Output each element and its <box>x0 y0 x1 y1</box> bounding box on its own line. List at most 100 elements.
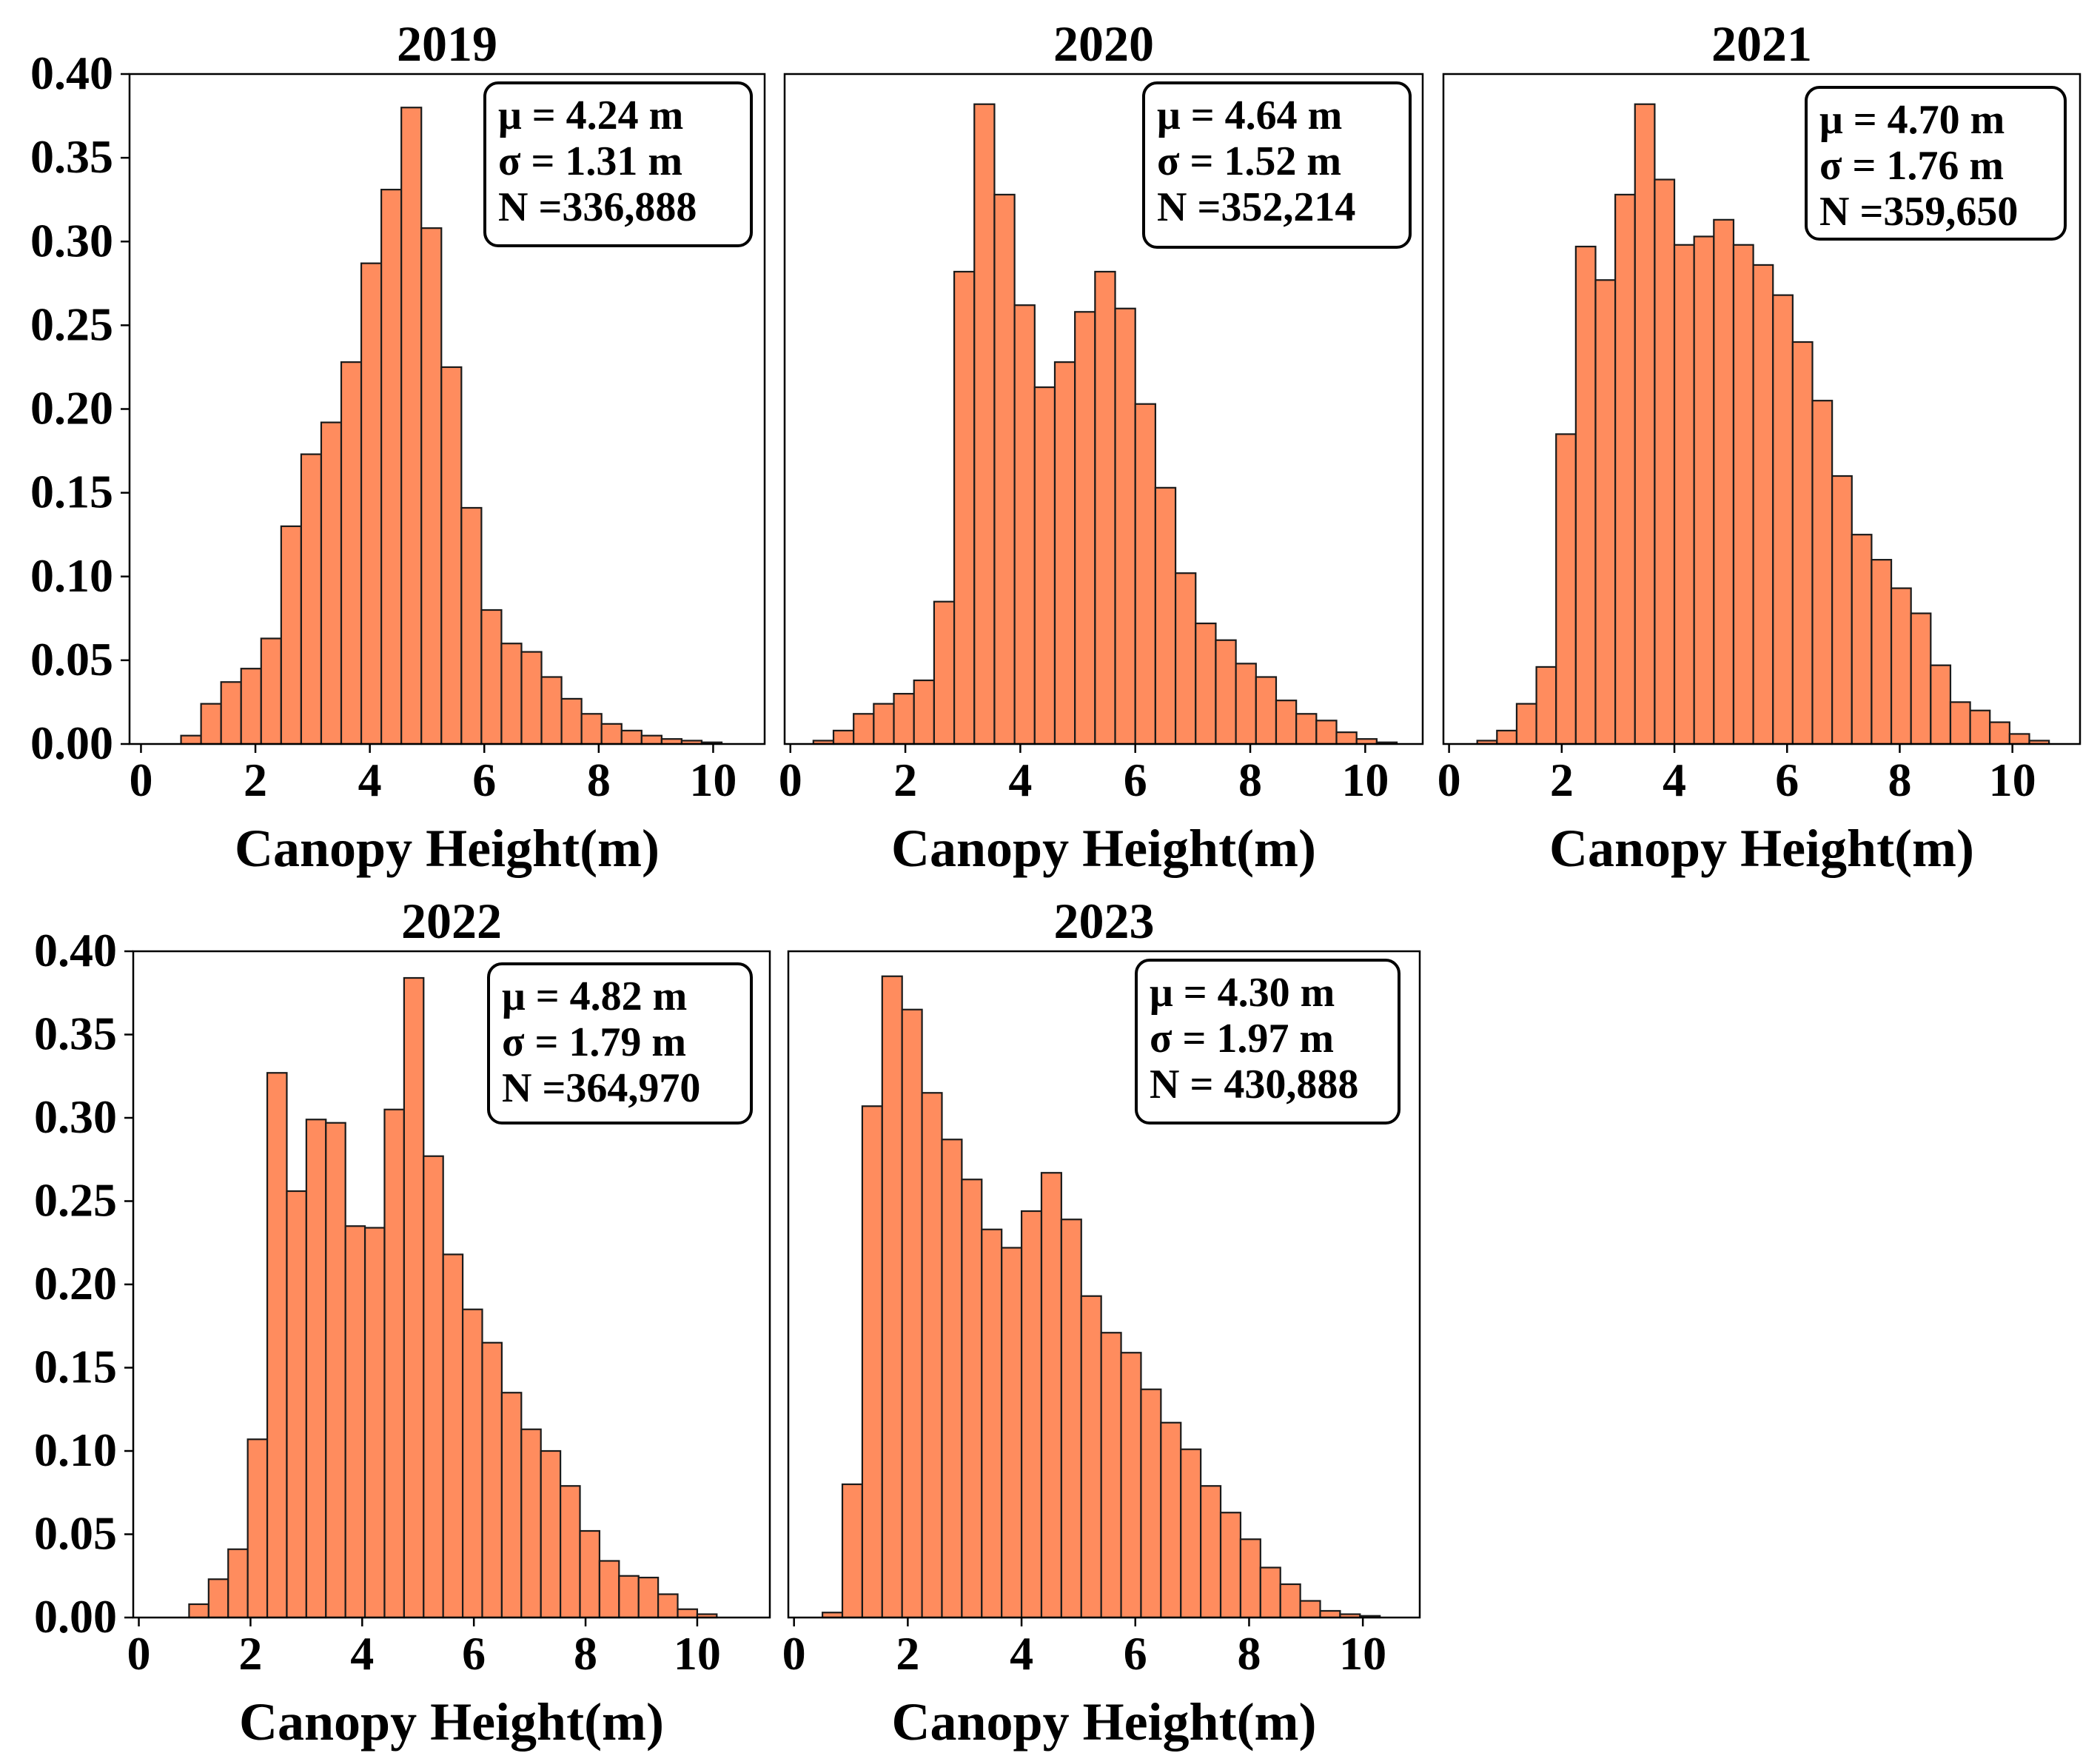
histogram-bar <box>953 270 976 745</box>
panel-2022: 2022 0 2 4 6 8 10 0.00 0.05 0.10 0.15 0.20 0.25 0.30 0… <box>34 893 771 1752</box>
histogram-bar <box>207 1578 229 1619</box>
histogram-bar <box>1020 1210 1043 1619</box>
stat-sd: σ = 1.97 m <box>1150 1016 1334 1062</box>
histogram-bar <box>560 1485 581 1619</box>
histogram-bar <box>300 453 323 745</box>
x-tick-label: 10 <box>689 754 737 806</box>
panel-2023: 2023 0 2 4 6 8 10 Canopy Height(m) μ = 4.30 mσ =… <box>782 893 1421 1752</box>
stat-mean: μ = 4.82 m <box>502 973 687 1019</box>
histogram-bar <box>600 723 623 745</box>
histogram-bar <box>993 193 1016 745</box>
histogram-bar <box>246 1438 269 1619</box>
histogram-bar <box>1910 612 1932 745</box>
x-tick-label: 0 <box>779 754 802 806</box>
histogram-bar <box>440 366 463 745</box>
histogram-bar <box>1180 1448 1202 1619</box>
histogram-bar <box>480 609 503 745</box>
histogram-bar <box>1154 486 1177 745</box>
histogram-bar <box>400 107 423 745</box>
y-tick-label: 0.05 <box>30 633 113 686</box>
x-axis-label: Canopy Height(m) <box>235 819 660 878</box>
histogram-bar <box>1295 713 1318 745</box>
x-tick-label: 4 <box>1008 754 1032 806</box>
stat-mean: μ = 4.64 m <box>1157 93 1342 138</box>
histogram-bar <box>260 637 282 745</box>
histogram-bar <box>320 421 343 745</box>
histogram-bar <box>1535 666 1557 745</box>
y-tick-label: 0.05 <box>34 1507 117 1560</box>
histogram-bar <box>500 1392 523 1619</box>
histogram-bar <box>1515 703 1537 745</box>
x-tick-label: 2 <box>893 754 917 806</box>
histogram-bar <box>1555 433 1577 745</box>
histogram-bar <box>941 1139 963 1619</box>
histogram-bar <box>1174 572 1197 745</box>
histogram-bar <box>1693 235 1715 745</box>
histogram-bar <box>1279 1583 1301 1619</box>
stats-box <box>1805 86 2067 241</box>
x-tick-label: 10 <box>674 1627 721 1680</box>
x-tick-label: 2 <box>896 1627 919 1680</box>
histogram-bar <box>460 506 483 745</box>
histogram-bar <box>1040 1172 1062 1619</box>
y-tick-label: 0.30 <box>30 214 113 267</box>
histogram-bar <box>881 975 903 1619</box>
y-tick-label: 0.20 <box>34 1257 117 1310</box>
panel-2021: 2021 0 2 4 6 8 10 Canopy Height(m) μ = 4.70 mσ =… <box>1438 16 2081 878</box>
x-axis-label: Canopy Height(m) <box>891 819 1316 878</box>
histogram-bar <box>360 262 383 745</box>
stat-n: N =359,650 <box>1819 189 2018 235</box>
histogram-bar <box>620 729 643 745</box>
y-tick-label: 0.10 <box>34 1424 117 1476</box>
histogram-bar <box>841 1483 864 1619</box>
x-tick-label: 0 <box>1438 754 1461 806</box>
histogram-bar <box>1001 1247 1023 1619</box>
stats-box <box>1135 959 1400 1124</box>
panel-title: 2021 <box>1711 16 1812 72</box>
histogram-bar <box>1140 1388 1162 1619</box>
histogram-bar <box>1614 193 1636 745</box>
panel-title: 2023 <box>1054 893 1155 949</box>
x-tick-label: 10 <box>1989 754 2036 806</box>
histogram-bar <box>677 1608 699 1619</box>
y-tick-label: 0.25 <box>34 1174 117 1227</box>
histogram-bar <box>832 729 855 745</box>
histogram-bar <box>861 1105 883 1619</box>
histogram-bar <box>873 703 895 745</box>
y-tick-label: 0.40 <box>34 924 117 976</box>
histogram-bar <box>442 1253 464 1619</box>
histogram-bar <box>383 1108 405 1619</box>
histogram-bar <box>853 713 875 745</box>
histogram-bar <box>1114 307 1136 745</box>
y-tick-label: 0.40 <box>30 47 113 99</box>
panel-title: 2020 <box>1053 16 1154 72</box>
x-tick-label: 2 <box>238 1627 262 1680</box>
plot-frame <box>783 73 1424 745</box>
histogram-bar <box>598 1560 620 1619</box>
histogram-bar <box>1259 1566 1281 1619</box>
histogram-bar <box>1200 1485 1222 1619</box>
histogram-bar <box>618 1575 640 1619</box>
x-tick-label: 0 <box>129 754 152 806</box>
histogram-bar <box>286 1190 307 1619</box>
x-axis-label: Canopy Height(m) <box>239 1692 664 1752</box>
histogram-bar <box>1100 1332 1122 1619</box>
histogram-bar <box>1574 245 1597 745</box>
stat-mean: μ = 4.70 m <box>1819 97 2005 143</box>
stats-box <box>1142 81 1412 249</box>
y-tick-label: 0.00 <box>34 1590 117 1643</box>
histogram-bar <box>1255 676 1278 745</box>
histogram-bar <box>1930 664 1952 745</box>
y-tick-label: 0.25 <box>30 298 113 350</box>
histogram-bar <box>1080 1295 1102 1619</box>
histogram-bar <box>363 1227 386 1619</box>
panel-2020: 2020 0 2 4 6 8 10 Canopy Height(m) μ = 4.64 mσ =… <box>779 16 1424 878</box>
histogram-bar <box>1772 294 1794 745</box>
histogram-bar <box>579 1529 601 1619</box>
x-axis-label: Canopy Height(m) <box>1549 819 1974 878</box>
histogram-bar <box>1634 103 1656 745</box>
histogram-bar <box>1335 731 1358 745</box>
histogram-bar <box>1851 534 1873 745</box>
histogram-bar <box>200 703 222 745</box>
